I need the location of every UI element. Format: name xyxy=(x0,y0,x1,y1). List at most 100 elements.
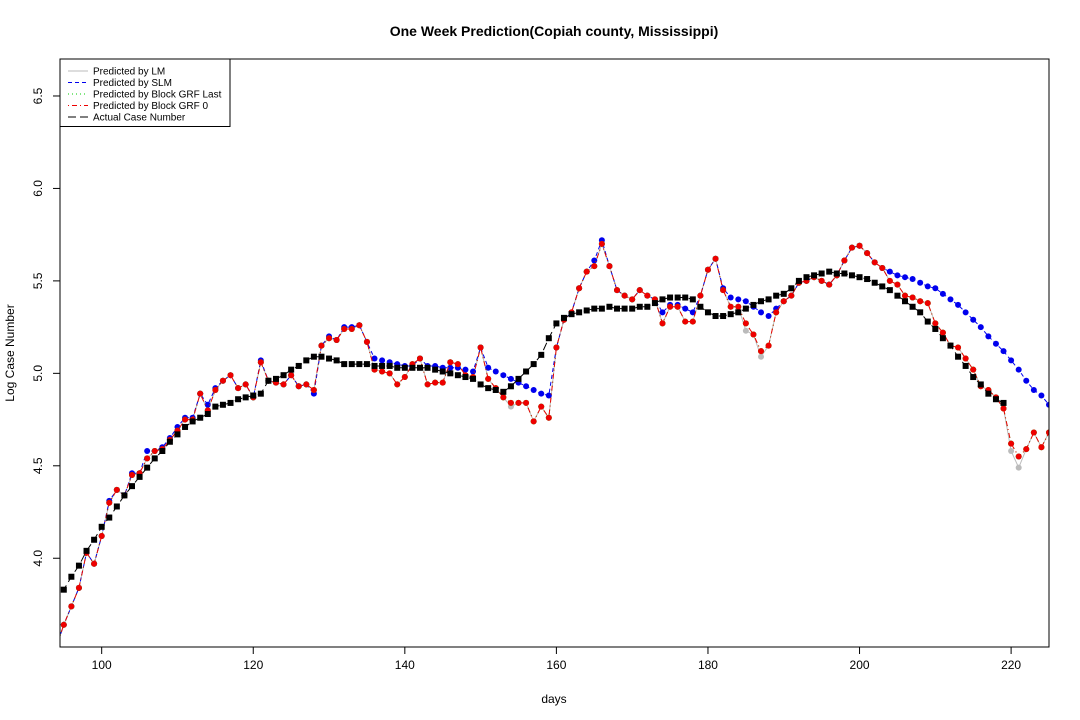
data-point xyxy=(98,533,105,540)
data-point xyxy=(750,331,757,338)
data-point xyxy=(621,292,628,299)
data-point xyxy=(871,279,878,286)
data-point xyxy=(500,394,507,401)
data-point xyxy=(204,401,211,408)
data-point xyxy=(113,503,120,510)
data-point xyxy=(227,399,234,406)
data-point xyxy=(606,263,613,270)
x-tick-label: 220 xyxy=(1001,658,1021,672)
data-point xyxy=(682,294,689,301)
data-point xyxy=(416,364,423,371)
data-point xyxy=(742,320,749,327)
data-point xyxy=(765,342,772,349)
data-point xyxy=(773,292,780,299)
data-point xyxy=(1008,357,1015,364)
x-tick-label: 160 xyxy=(546,658,566,672)
data-point xyxy=(68,573,75,580)
data-point xyxy=(1030,386,1037,393)
y-tick-label: 6.0 xyxy=(31,180,45,197)
data-point xyxy=(826,281,833,288)
data-point xyxy=(219,401,226,408)
data-point xyxy=(667,303,674,310)
data-point xyxy=(295,362,302,369)
data-point xyxy=(939,335,946,342)
data-point xyxy=(75,562,82,569)
x-tick-label: 120 xyxy=(243,658,263,672)
data-point xyxy=(962,355,969,362)
data-point xyxy=(341,361,348,368)
y-axis-label: Log Case Number xyxy=(3,304,17,401)
data-point xyxy=(447,370,454,377)
data-point xyxy=(379,362,386,369)
data-point xyxy=(788,292,795,299)
data-point xyxy=(560,314,567,321)
data-point xyxy=(924,283,931,290)
data-point xyxy=(886,277,893,284)
data-point xyxy=(507,383,514,390)
data-point xyxy=(401,374,408,381)
data-point xyxy=(864,276,871,283)
data-point xyxy=(386,370,393,377)
data-point xyxy=(523,399,530,406)
data-point xyxy=(939,290,946,297)
data-point xyxy=(1000,399,1007,406)
data-point xyxy=(507,375,514,382)
y-tick-label: 5.5 xyxy=(31,272,45,289)
data-point xyxy=(576,309,583,316)
data-point xyxy=(917,298,924,305)
data-point xyxy=(970,316,977,323)
legend-box xyxy=(59,58,231,127)
data-point xyxy=(848,244,855,251)
data-point xyxy=(219,377,226,384)
data-point xyxy=(977,324,984,331)
data-point xyxy=(780,290,787,297)
data-point xyxy=(712,313,719,320)
data-point xyxy=(659,296,666,303)
data-point xyxy=(485,375,492,382)
data-point xyxy=(727,294,734,301)
data-point xyxy=(909,294,916,301)
data-point xyxy=(159,448,166,454)
data-point xyxy=(886,287,893,294)
x-tick-label: 200 xyxy=(850,658,870,672)
data-point xyxy=(750,301,757,308)
y-tick-label: 4.5 xyxy=(31,457,45,474)
data-point xyxy=(197,414,204,421)
data-point xyxy=(629,296,636,303)
data-point xyxy=(113,486,120,493)
data-point xyxy=(1000,348,1007,355)
data-point xyxy=(1008,440,1015,447)
data-point xyxy=(924,318,931,325)
data-point xyxy=(765,296,772,303)
data-point xyxy=(295,383,302,390)
data-point xyxy=(530,418,537,425)
data-point xyxy=(98,523,105,530)
data-point xyxy=(60,621,67,628)
data-point xyxy=(1008,448,1015,454)
data-point xyxy=(341,325,348,332)
data-point xyxy=(788,285,795,292)
data-point xyxy=(591,305,598,312)
data-point xyxy=(909,276,916,283)
data-point xyxy=(758,298,765,305)
data-point xyxy=(591,263,598,270)
data-point xyxy=(727,303,734,310)
data-point xyxy=(75,584,82,591)
data-point xyxy=(409,364,416,371)
data-point xyxy=(121,492,128,499)
data-point xyxy=(697,303,704,310)
data-point xyxy=(462,366,469,373)
data-point xyxy=(795,277,802,284)
data-point xyxy=(667,294,674,301)
data-point xyxy=(644,292,651,299)
data-point xyxy=(955,301,962,308)
data-point xyxy=(310,386,317,393)
data-point xyxy=(197,390,204,397)
data-point xyxy=(166,438,173,445)
plot-frame xyxy=(59,58,1050,648)
data-point xyxy=(379,357,386,364)
data-point xyxy=(303,381,310,388)
data-point xyxy=(454,372,461,379)
data-point xyxy=(856,274,863,281)
